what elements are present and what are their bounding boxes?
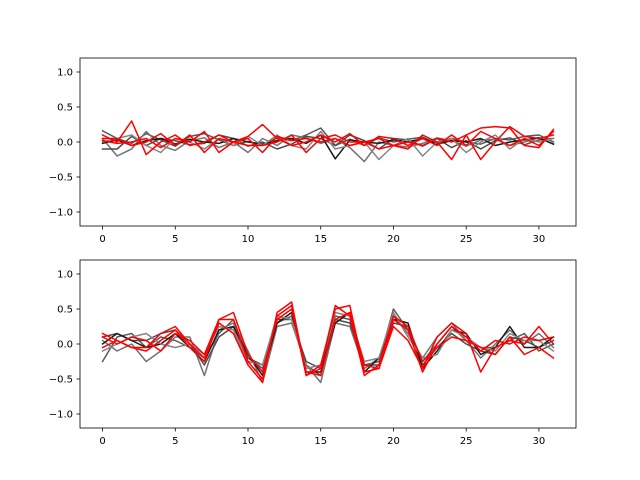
x-tick-label: 15 — [314, 436, 327, 447]
y-tick-label: 0.5 — [57, 103, 73, 114]
x-tick-label: 10 — [242, 234, 255, 245]
y-tick-label: 0.0 — [57, 340, 73, 351]
y-tick-label: 0.5 — [57, 305, 73, 316]
x-tick-label: 20 — [387, 436, 400, 447]
x-tick-label: 10 — [242, 436, 255, 447]
x-tick-label: 20 — [387, 234, 400, 245]
x-tick-label: 5 — [172, 234, 178, 245]
y-tick-label: −0.5 — [49, 173, 73, 184]
y-tick-label: 0.0 — [57, 138, 73, 149]
y-tick-label: 1.0 — [57, 68, 73, 79]
series-group — [101, 120, 555, 163]
series-line-3 — [101, 134, 555, 150]
x-tick-label: 30 — [533, 234, 546, 245]
series-line-8 — [101, 304, 555, 380]
y-tick-label: −1.0 — [49, 208, 73, 219]
y-tick-label: −1.0 — [49, 410, 73, 421]
x-tick-label: 0 — [99, 234, 105, 245]
series-line-7 — [101, 304, 555, 377]
x-tick-label: 30 — [533, 436, 546, 447]
x-tick-label: 25 — [460, 234, 473, 245]
top-subplot: 0 5 10 15 20 25 30 −1.0 −0.5 0.0 0.5 1.0 — [49, 57, 577, 245]
series-line-7 — [101, 125, 555, 161]
y-tick-label: 1.0 — [57, 270, 73, 281]
x-tick-label: 15 — [314, 234, 327, 245]
x-tick-label: 25 — [460, 436, 473, 447]
series-group — [101, 301, 555, 384]
bottom-subplot: 0 5 10 15 20 25 30 −1.0 −0.5 0.0 0.5 1.0 — [49, 259, 577, 447]
series-line-6 — [101, 120, 555, 156]
series-line-8 — [101, 125, 555, 161]
x-tick-label: 0 — [99, 436, 105, 447]
series-line-2 — [101, 315, 555, 384]
x-tick-label: 5 — [172, 436, 178, 447]
y-tick-label: −0.5 — [49, 375, 73, 386]
